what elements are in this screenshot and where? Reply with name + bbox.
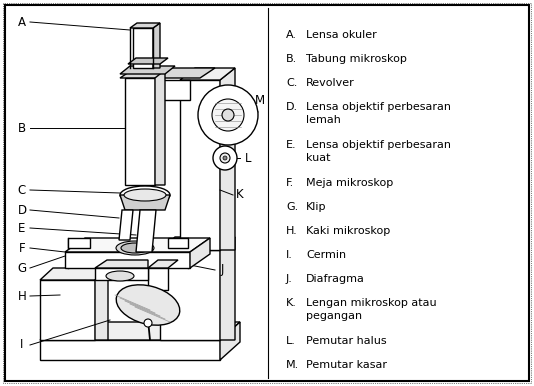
Text: J.: J. [286, 274, 293, 284]
Text: D.: D. [286, 102, 298, 112]
Polygon shape [95, 268, 108, 340]
Polygon shape [190, 238, 210, 268]
Polygon shape [160, 250, 220, 340]
Circle shape [144, 319, 152, 327]
Text: F: F [19, 242, 25, 254]
Polygon shape [120, 66, 175, 74]
Text: lemah: lemah [306, 115, 341, 125]
Text: C.: C. [286, 78, 297, 88]
Text: Diafragma: Diafragma [306, 274, 365, 284]
Text: J: J [221, 264, 224, 276]
Text: D: D [18, 203, 27, 217]
Text: I.: I. [286, 250, 293, 260]
Polygon shape [136, 210, 156, 252]
Text: G: G [18, 261, 27, 274]
Text: Cermin: Cermin [306, 250, 346, 260]
Text: G.: G. [286, 202, 299, 212]
Text: H.: H. [286, 226, 298, 236]
Text: pegangan: pegangan [306, 311, 362, 321]
Text: Meja mikroskop: Meja mikroskop [306, 178, 393, 188]
Polygon shape [220, 237, 235, 340]
Ellipse shape [124, 189, 166, 201]
Polygon shape [160, 237, 235, 250]
Circle shape [212, 99, 244, 131]
Polygon shape [40, 280, 95, 340]
Text: Lensa objektif perbesaran: Lensa objektif perbesaran [306, 140, 451, 150]
Text: C: C [18, 183, 26, 196]
Polygon shape [148, 268, 168, 290]
Text: I: I [20, 339, 23, 352]
Polygon shape [220, 68, 235, 250]
Text: B: B [18, 122, 26, 134]
Text: Kaki mikroskop: Kaki mikroskop [306, 226, 390, 236]
Polygon shape [68, 238, 90, 248]
Polygon shape [95, 268, 148, 280]
Polygon shape [119, 210, 133, 240]
Polygon shape [153, 23, 160, 68]
Polygon shape [65, 252, 190, 268]
Circle shape [222, 109, 234, 121]
Text: A: A [18, 15, 26, 29]
Circle shape [213, 146, 237, 170]
Circle shape [220, 153, 230, 163]
Ellipse shape [106, 271, 134, 281]
Circle shape [198, 85, 258, 145]
Ellipse shape [116, 241, 154, 255]
Polygon shape [180, 68, 235, 80]
Text: Revolver: Revolver [306, 78, 355, 88]
Bar [133, 28, 153, 68]
Text: L: L [245, 151, 252, 164]
Polygon shape [130, 80, 190, 100]
Text: Pemutar halus: Pemutar halus [306, 336, 387, 346]
Polygon shape [125, 78, 155, 185]
Polygon shape [40, 268, 108, 280]
Polygon shape [120, 195, 170, 210]
Polygon shape [168, 238, 188, 248]
Polygon shape [155, 70, 165, 185]
Ellipse shape [116, 285, 180, 325]
Text: B.: B. [286, 54, 297, 64]
Text: K.: K. [286, 298, 297, 308]
Polygon shape [40, 340, 220, 360]
Ellipse shape [120, 186, 170, 204]
Text: M: M [255, 93, 265, 107]
Polygon shape [180, 80, 220, 250]
Text: Lengan mikroskop atau: Lengan mikroskop atau [306, 298, 437, 308]
Polygon shape [128, 58, 168, 64]
Polygon shape [130, 23, 160, 28]
Text: Lensa okuler: Lensa okuler [306, 30, 377, 40]
Text: Tabung mikroskop: Tabung mikroskop [306, 54, 407, 64]
Text: A.: A. [286, 30, 297, 40]
Polygon shape [40, 322, 240, 340]
Text: Pemutar kasar: Pemutar kasar [306, 360, 387, 370]
Text: K: K [236, 188, 244, 201]
Text: Klip: Klip [306, 202, 326, 212]
Circle shape [223, 156, 227, 160]
Polygon shape [95, 260, 148, 268]
Ellipse shape [121, 243, 149, 253]
Polygon shape [120, 68, 215, 78]
Text: kuat: kuat [306, 153, 331, 163]
Text: Lensa objektif perbesaran: Lensa objektif perbesaran [306, 102, 451, 112]
Polygon shape [65, 238, 210, 252]
Text: H: H [18, 290, 26, 303]
Text: F.: F. [286, 178, 294, 188]
Polygon shape [220, 322, 240, 360]
Text: M.: M. [286, 360, 299, 370]
Polygon shape [148, 260, 178, 268]
Text: E.: E. [286, 140, 296, 150]
Text: L.: L. [286, 336, 296, 346]
Text: E: E [18, 222, 26, 235]
